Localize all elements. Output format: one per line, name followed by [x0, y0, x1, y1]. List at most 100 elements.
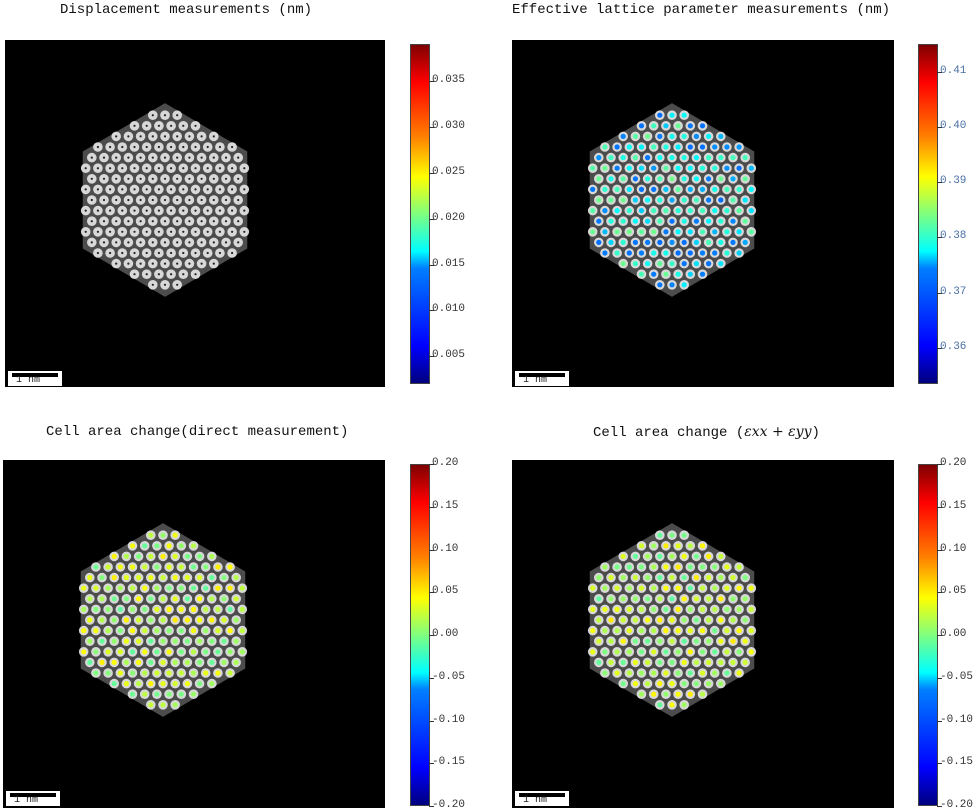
- atom-marker: [620, 197, 626, 203]
- atom-marker: [233, 596, 239, 602]
- atom-marker: [160, 532, 166, 538]
- atom-marker: [139, 198, 142, 202]
- atom-marker: [712, 250, 718, 256]
- atom-marker: [176, 198, 179, 202]
- atom-marker: [151, 220, 154, 223]
- atom-marker: [638, 208, 645, 214]
- micrograph-image: 1 nm: [5, 40, 385, 387]
- colorbar-tick-label: -0.10: [940, 713, 974, 726]
- atom-marker: [663, 165, 669, 171]
- atom-marker: [203, 649, 209, 655]
- colorbar-tick-label: 0.015: [432, 257, 466, 270]
- atom-marker: [139, 177, 142, 180]
- atom-marker: [127, 241, 130, 244]
- atom-marker: [699, 186, 706, 192]
- atom-marker: [178, 543, 184, 549]
- atom-marker: [724, 250, 730, 256]
- atom-marker: [224, 241, 228, 244]
- atom-marker: [176, 283, 179, 286]
- atom-marker: [197, 659, 203, 665]
- atom-marker: [136, 617, 142, 623]
- atom-marker: [657, 575, 663, 581]
- colorbar-tick: [937, 720, 942, 722]
- atom-marker: [736, 606, 742, 612]
- atom-marker: [663, 250, 669, 256]
- atom-marker: [687, 585, 693, 591]
- atom-marker: [151, 156, 154, 159]
- atom-marker: [651, 628, 657, 634]
- atom-marker: [675, 585, 681, 591]
- atom-marker: [730, 176, 736, 182]
- scale-bar-label: 1 nm: [523, 795, 548, 806]
- atom-marker: [178, 606, 184, 612]
- atom-marker: [699, 670, 706, 676]
- atom-marker: [712, 208, 718, 214]
- atom-marker: [645, 617, 651, 623]
- atom-marker: [724, 165, 730, 171]
- atom-marker: [651, 208, 657, 214]
- atom-marker: [190, 543, 197, 549]
- atom-marker: [681, 218, 687, 224]
- colorbar-tick: [429, 264, 434, 266]
- colorbar-tick-label: 0.020: [432, 211, 466, 224]
- atom-marker: [237, 220, 240, 223]
- atom-marker: [121, 167, 124, 170]
- atom-marker: [718, 197, 724, 203]
- atom-marker: [663, 271, 669, 277]
- scale-bar-label: 1 nm: [16, 375, 41, 386]
- atom-marker: [102, 177, 106, 180]
- atom-marker: [200, 177, 203, 180]
- atom-marker: [166, 628, 172, 634]
- atom-marker: [687, 691, 693, 697]
- atom-marker: [687, 144, 693, 150]
- atom-marker: [724, 649, 730, 655]
- atom-marker: [115, 198, 118, 202]
- atom-marker: [730, 617, 736, 623]
- colorbar-tick: [937, 677, 942, 679]
- atom-marker: [736, 208, 742, 214]
- atom-marker: [84, 188, 87, 191]
- atom-marker: [669, 261, 675, 267]
- atom-marker: [102, 220, 106, 223]
- colorbar-tick: [429, 763, 434, 765]
- atom-marker: [109, 188, 112, 191]
- atom-marker: [681, 176, 687, 182]
- atom-marker: [115, 177, 118, 180]
- atom-marker: [157, 167, 160, 170]
- atom-marker: [632, 197, 638, 203]
- atom-marker: [706, 553, 712, 559]
- colorbar-tick: [937, 237, 942, 239]
- atom-marker: [651, 165, 657, 171]
- atom-marker: [663, 585, 669, 591]
- atom-marker: [212, 241, 215, 244]
- atom-marker: [218, 145, 221, 149]
- atom-marker: [142, 628, 148, 634]
- atom-marker: [602, 628, 608, 634]
- atom-marker: [693, 218, 699, 224]
- colorbar-tick: [937, 182, 942, 184]
- atom-marker: [663, 186, 669, 192]
- atom-marker: [712, 585, 718, 591]
- atom-marker: [724, 144, 730, 150]
- panel-title-math: εxx + εyy: [744, 424, 812, 440]
- atom-marker: [706, 596, 712, 602]
- atom-marker: [151, 177, 154, 180]
- atom-marker: [645, 239, 651, 245]
- atom-marker: [632, 659, 638, 665]
- atom-marker: [133, 188, 136, 191]
- colorbar-tick: [937, 635, 942, 636]
- atom-marker: [675, 123, 681, 129]
- atom-marker: [632, 596, 638, 602]
- atom-marker: [215, 564, 221, 570]
- atom-marker: [203, 606, 209, 612]
- atom-marker: [596, 575, 602, 581]
- atom-marker: [81, 649, 87, 655]
- atom-marker: [160, 617, 166, 623]
- atom-marker: [87, 659, 93, 665]
- atom-marker: [736, 144, 742, 150]
- atom-marker: [632, 218, 638, 224]
- atom-marker: [133, 251, 136, 255]
- atom-marker: [194, 209, 197, 212]
- atom-marker: [129, 543, 136, 549]
- atom-marker: [651, 564, 657, 570]
